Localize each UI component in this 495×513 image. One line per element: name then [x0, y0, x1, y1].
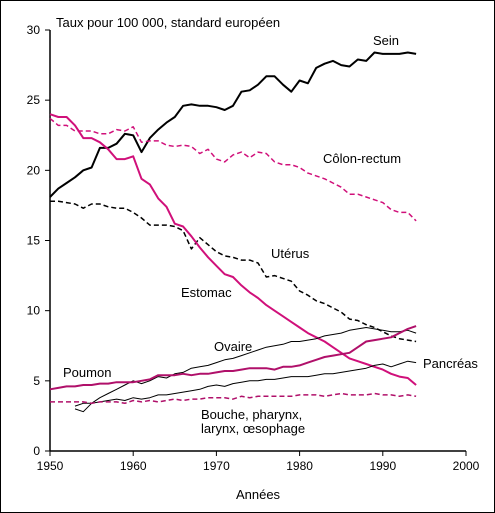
series-label: Poumon — [63, 365, 111, 380]
series-label: Sein — [373, 33, 399, 48]
series-line-7 — [50, 392, 417, 405]
x-tick-label: 2000 — [453, 459, 480, 473]
series-labels: Sein Côlon-rectum Utérus Estomac Ovaire Poumo… — [63, 33, 478, 436]
series-lines — [49, 51, 417, 413]
series-line-6 — [49, 325, 417, 391]
y-tick-label: 10 — [27, 304, 41, 318]
y-tick-label: 15 — [27, 234, 41, 248]
series-label: Bouche, pharynx, — [201, 407, 302, 422]
y-tick-label: 30 — [27, 23, 41, 37]
series-label: Estomac — [181, 285, 232, 300]
series-line-1 — [49, 117, 417, 222]
chart-title: Taux pour 100 000, standard européen — [56, 15, 280, 30]
x-tick-label: 1990 — [369, 459, 396, 473]
series-line-3 — [49, 113, 417, 386]
axes: 0 5 10 15 20 25 30 1950 1960 1970 1980 1990 2000 — [27, 23, 480, 473]
y-tick-label: 20 — [27, 163, 41, 177]
x-tick-label: 1960 — [120, 459, 147, 473]
series-line-0 — [49, 51, 417, 198]
series-label: Côlon-rectum — [323, 151, 401, 166]
x-tick-label: 1980 — [286, 459, 313, 473]
series-label: Utérus — [271, 246, 310, 261]
series-line-5 — [74, 360, 417, 407]
series-label: Ovaire — [214, 339, 252, 354]
y-tick-label: 0 — [33, 444, 40, 458]
y-tick-label: 25 — [27, 93, 41, 107]
series-line-2 — [50, 200, 417, 343]
y-tick-label: 5 — [33, 374, 40, 388]
series-label: larynx, œsophage — [201, 421, 305, 436]
series-label: Pancréas — [423, 356, 478, 371]
x-tick-label: 1970 — [203, 459, 230, 473]
x-tick-label: 1950 — [37, 459, 64, 473]
x-axis-title: Années — [236, 487, 281, 502]
